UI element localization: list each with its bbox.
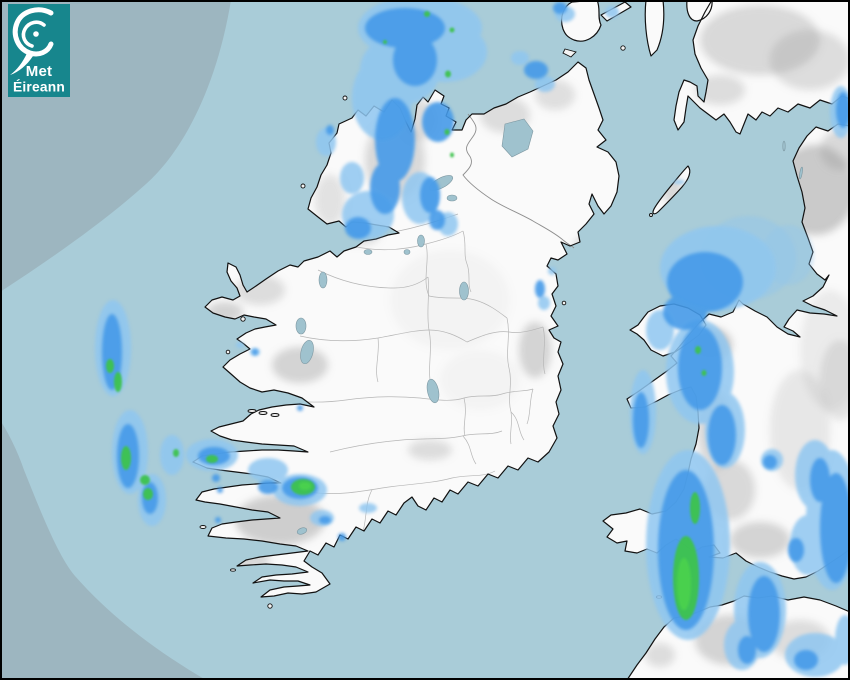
island-rathlin [562, 48, 577, 58]
rain-moderate [102, 2, 850, 670]
small-islands [199, 45, 662, 609]
northern-ireland-border [462, 113, 575, 249]
lough-corrib [300, 339, 314, 365]
rain-intense [299, 482, 691, 610]
island-ailsa-craig [620, 45, 626, 51]
logo-text-met: Met [26, 63, 52, 80]
rain-overlay [95, 0, 850, 677]
lough-ree [459, 281, 469, 301]
cyclone-swirl-icon [10, 7, 54, 75]
lough-neagh [501, 118, 534, 158]
logo-text-eireann: Éireann [13, 79, 65, 95]
county-boundaries [261, 213, 546, 541]
met-eireann-logo: Met Éireann [8, 4, 70, 97]
lough-derg [426, 378, 440, 404]
